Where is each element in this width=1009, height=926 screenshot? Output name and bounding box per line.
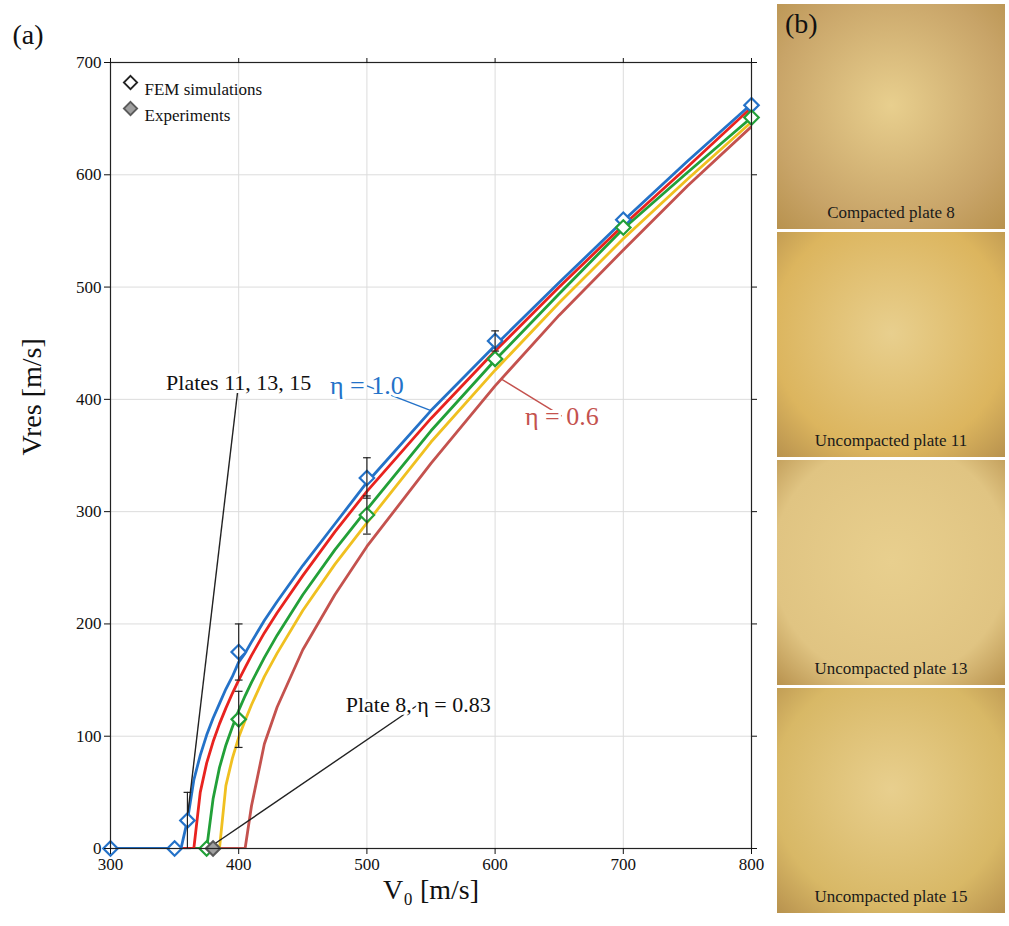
svg-text:(a): (a) bbox=[13, 19, 44, 50]
svg-text:600: 600 bbox=[482, 855, 508, 874]
html-text:Compacted plate 8: Compacted plate 8 bbox=[827, 203, 955, 222]
svg-text:500: 500 bbox=[354, 855, 380, 874]
svg-text:Experiments: Experiments bbox=[145, 106, 231, 125]
svg-text:100: 100 bbox=[76, 727, 102, 746]
svg-text:300: 300 bbox=[76, 502, 102, 521]
svg-text:200: 200 bbox=[76, 614, 102, 633]
svg-text:η = 0.6: η = 0.6 bbox=[525, 402, 599, 431]
svg-text:500: 500 bbox=[76, 278, 102, 297]
svg-text:400: 400 bbox=[76, 390, 102, 409]
svg-text:Vres [m/s]: Vres [m/s] bbox=[16, 338, 47, 455]
svg-text:Plates 11, 13, 15: Plates 11, 13, 15 bbox=[166, 370, 311, 395]
svg-text:800: 800 bbox=[739, 855, 765, 874]
svg-text:700: 700 bbox=[611, 855, 637, 874]
svg-text:600: 600 bbox=[76, 165, 102, 184]
html-text:(b): (b) bbox=[785, 8, 818, 39]
svg-text:FEM simulations: FEM simulations bbox=[145, 80, 263, 99]
html-text:Uncompacted plate 11: Uncompacted plate 11 bbox=[814, 431, 968, 450]
html-text:Uncompacted plate 15: Uncompacted plate 15 bbox=[814, 887, 968, 906]
svg-text:700: 700 bbox=[76, 53, 102, 72]
svg-text:Plate 8, η = 0.83: Plate 8, η = 0.83 bbox=[346, 692, 491, 717]
svg-text:400: 400 bbox=[226, 855, 252, 874]
svg-text:0: 0 bbox=[93, 839, 102, 858]
svg-text:η = 1.0: η = 1.0 bbox=[330, 371, 404, 400]
html-text:Uncompacted plate 13: Uncompacted plate 13 bbox=[814, 659, 968, 678]
svg-text:V₀ [m/s]: V₀ [m/s] bbox=[383, 874, 479, 905]
svg-text:300: 300 bbox=[98, 855, 124, 874]
